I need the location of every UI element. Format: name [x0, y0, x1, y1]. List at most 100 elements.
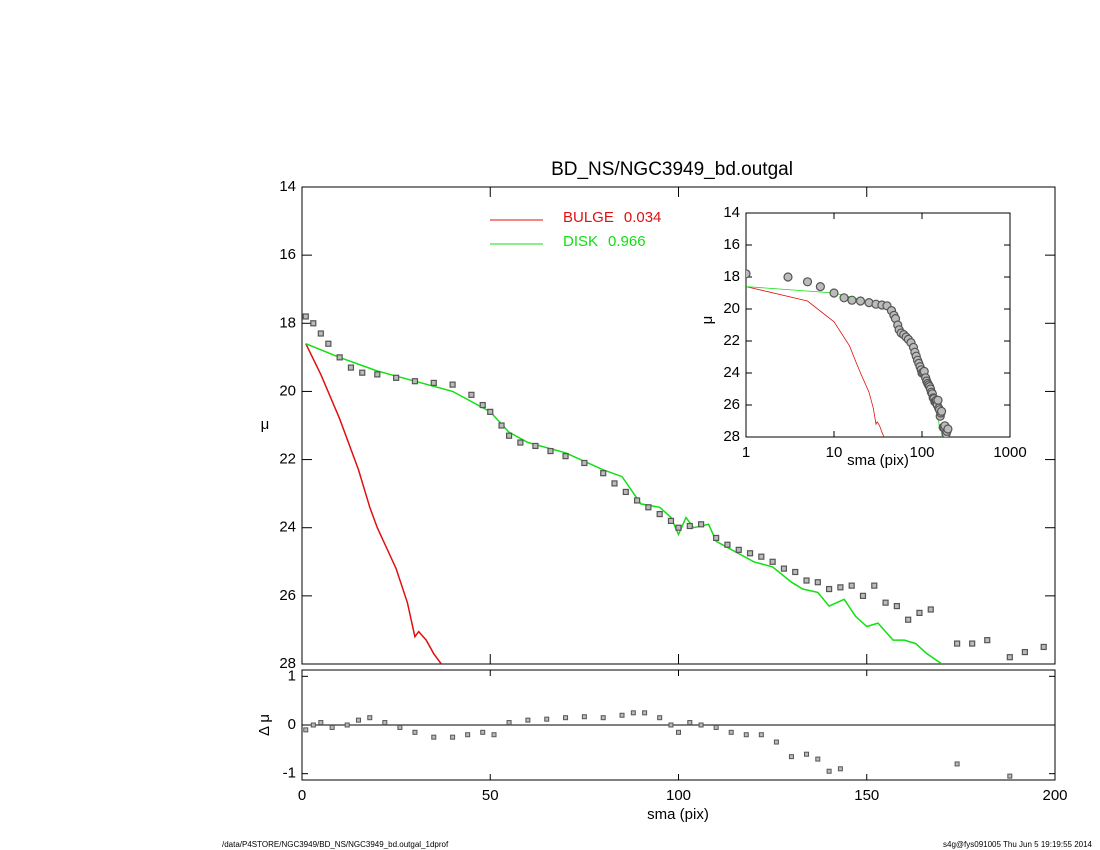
residual-point — [815, 756, 821, 762]
residual-point — [630, 710, 636, 716]
footer-left: /data/P4STORE/NGC3949/BD_NS/NGC3949_bd.o… — [222, 840, 449, 849]
y-tick-label: 26 — [279, 587, 296, 604]
data-point — [855, 296, 866, 306]
footer-right: s4g@fys091005 Thu Jun 5 19:19:55 2014 — [943, 840, 1093, 849]
residual-point — [344, 722, 350, 728]
data-point — [1040, 643, 1047, 651]
residual-point — [804, 751, 810, 757]
data-point — [517, 439, 524, 446]
y-tick-label: 20 — [723, 300, 740, 317]
y-tick-label: 24 — [279, 519, 296, 536]
data-point — [837, 584, 844, 591]
y-axis-label: μ — [699, 316, 716, 325]
residual-point — [676, 729, 681, 735]
data-point — [611, 480, 618, 487]
data-point — [479, 401, 486, 409]
x-tick-label: 1000 — [993, 444, 1026, 461]
y-tick-label: 16 — [279, 246, 296, 263]
y-tick-label: 20 — [279, 382, 296, 399]
residual-point — [450, 734, 456, 740]
data-point — [839, 293, 849, 303]
data-point — [347, 364, 355, 371]
residual-point — [687, 720, 693, 726]
data-point — [302, 313, 309, 320]
y-tick-label: 28 — [723, 428, 740, 445]
residual-point — [329, 724, 335, 730]
data-point — [645, 504, 652, 511]
data-point — [656, 510, 663, 518]
residual-point — [773, 739, 779, 745]
y-axis-label: Δ μ — [256, 714, 273, 736]
data-point — [310, 320, 317, 327]
residual-point — [318, 720, 324, 726]
y-tick-label: 0 — [288, 716, 296, 733]
residual-point — [619, 712, 625, 718]
residual-point — [581, 714, 587, 720]
data-point — [893, 602, 900, 610]
data-point — [916, 609, 923, 616]
y-tick-label: 14 — [723, 204, 740, 221]
y-tick-label: 24 — [723, 364, 740, 381]
data-point — [936, 406, 947, 416]
data-point — [713, 534, 720, 542]
residual-point — [668, 722, 674, 728]
data-point — [847, 295, 857, 305]
y-tick-label: 28 — [279, 655, 296, 672]
x-tick-label: 100 — [666, 787, 691, 804]
data-point — [374, 371, 381, 378]
profile-line — [746, 286, 885, 437]
residual-point — [506, 720, 512, 726]
residual-point — [431, 734, 437, 740]
y-tick-label: 16 — [723, 236, 740, 253]
data-point — [411, 378, 419, 385]
residual-point — [657, 715, 663, 721]
data-point — [825, 585, 833, 593]
points — [746, 269, 953, 437]
residual-point — [397, 724, 403, 730]
residual-point — [544, 716, 550, 722]
data-point — [547, 447, 554, 455]
data-point — [954, 640, 961, 647]
data-point — [933, 395, 943, 405]
data-point — [829, 288, 839, 298]
residual-point — [713, 724, 719, 730]
data-point — [802, 277, 813, 287]
residual-point — [563, 715, 569, 721]
data-point — [871, 582, 878, 589]
data-point — [943, 424, 953, 434]
data-point — [325, 340, 332, 347]
data-point — [686, 522, 693, 530]
y-tick-label: 18 — [723, 268, 740, 285]
data-point — [1021, 648, 1028, 656]
residual-point — [837, 766, 843, 772]
residual-point — [758, 732, 764, 738]
data-point — [814, 579, 821, 586]
residual-point — [826, 768, 832, 774]
data-point — [859, 592, 867, 599]
residual-point — [954, 761, 960, 767]
data-point — [336, 354, 343, 361]
residual-point — [412, 729, 418, 735]
data-point — [697, 521, 705, 528]
residual-point — [642, 710, 648, 716]
y-tick-label: 18 — [279, 314, 296, 331]
data-point — [724, 541, 731, 548]
data-point — [468, 391, 475, 398]
data-point — [600, 470, 607, 477]
data-point — [905, 616, 912, 623]
legend-label: DISK — [563, 233, 598, 250]
data-point — [984, 637, 991, 644]
y-tick-label: -1 — [283, 765, 296, 782]
data-point — [667, 517, 675, 525]
residual-point — [728, 729, 734, 735]
data-point — [848, 582, 855, 589]
x-axis-label: sma (pix) — [647, 806, 709, 823]
residual-point — [310, 722, 316, 728]
x-tick-label: 50 — [482, 787, 499, 804]
legend-fraction: 0.966 — [608, 233, 646, 250]
data-point — [532, 442, 539, 450]
data-point — [792, 568, 799, 576]
legend-label: BULGE — [563, 209, 614, 226]
data-point — [746, 269, 751, 279]
